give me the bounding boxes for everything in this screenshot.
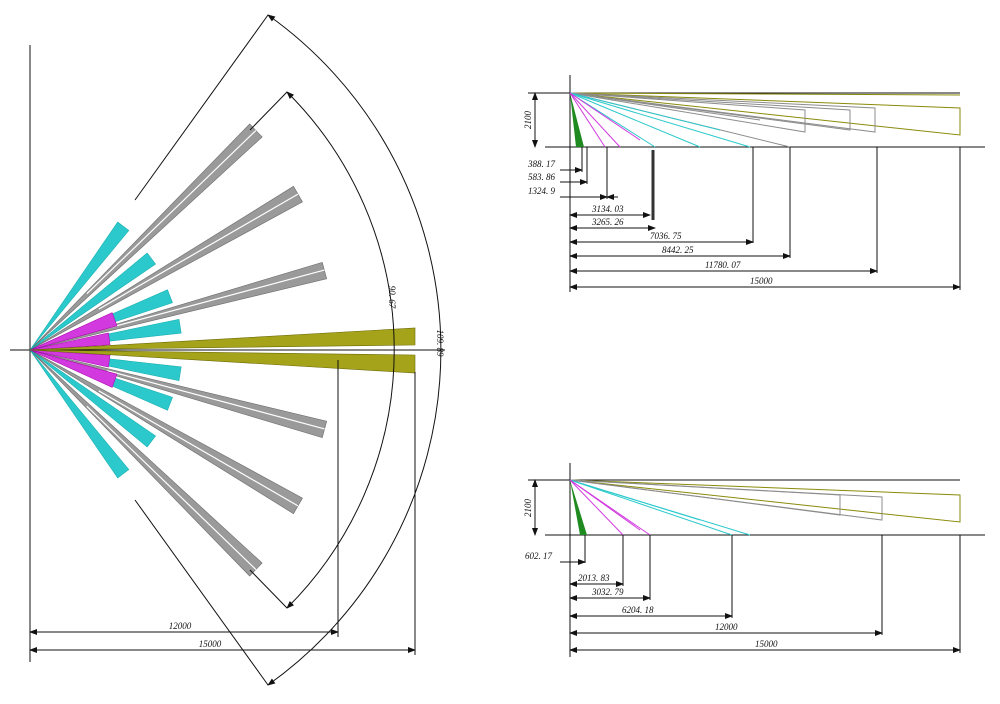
angle-label: 90. 67 [387,286,397,309]
distance-label: 1324. 9 [528,186,556,196]
range-label: 15000 [199,639,222,649]
top-right-view: 2100 388. 17 583. 86 [523,75,985,292]
extension-line [134,14,269,201]
left-view: 109. 89 90. 67 12000 15000 [10,14,445,686]
distance-label: 12000 [715,622,738,632]
magenta-beams [29,312,118,388]
height-label: 2100 [523,111,533,130]
extension-line [249,569,288,609]
bottom-right-view: 2100 602. 17 2013. 83 3032. 79 6204. 18 … [523,463,985,657]
distance-label: 583. 86 [528,172,556,182]
distance-label: 15000 [750,276,773,286]
distance-label: 8442. 25 [662,245,694,255]
angle-label: 109. 89 [435,330,445,358]
range-label: 12000 [169,621,192,631]
distance-label: 3265. 26 [591,217,624,227]
height-label: 2100 [523,499,533,518]
extension-line [134,499,269,686]
distance-label: 11780. 07 [705,260,741,270]
extension-line [249,91,288,131]
inner-angle-arc [286,91,395,609]
distance-label: 602. 17 [525,551,553,561]
gray-beams [29,123,328,577]
distance-label: 2013. 83 [578,573,610,583]
yellow-beams [29,327,416,374]
beams [569,92,961,148]
distance-label: 15000 [755,639,778,649]
distance-label: 7036. 75 [650,231,682,241]
beams [569,479,961,536]
distance-label: 3032. 79 [591,587,624,597]
outer-angle-arc [267,14,442,686]
distance-label: 3134. 03 [591,204,624,214]
distance-label: 6204. 18 [622,605,654,615]
distance-label: 388. 17 [527,159,556,169]
